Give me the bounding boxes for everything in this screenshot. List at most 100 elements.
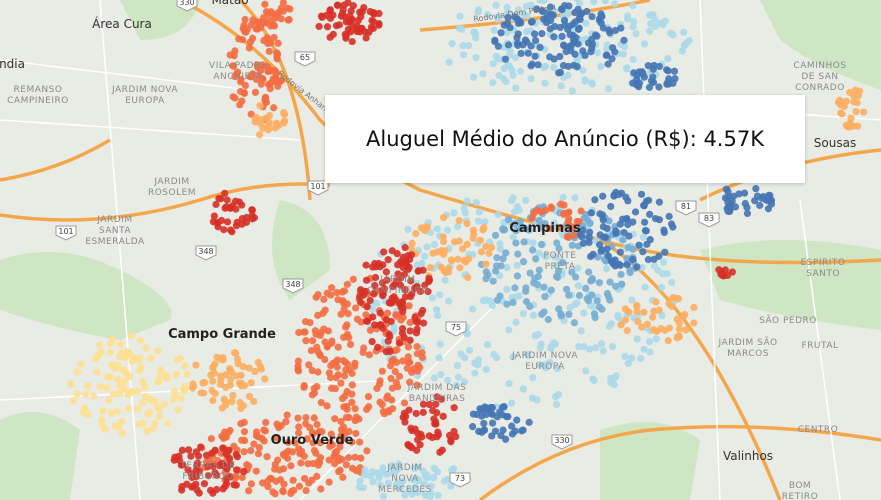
listing-dot [230,481,238,489]
listing-dot [228,398,236,406]
listing-dot [554,390,563,399]
listing-dot [450,238,459,246]
listing-dot [398,478,406,486]
listing-dot [387,374,395,383]
listing-dot [728,268,736,276]
listing-dot [516,217,524,226]
listing-dot [362,34,370,42]
listing-dot [113,407,121,416]
listing-dot [590,0,598,6]
listing-dot [125,372,134,381]
listing-dot [365,351,373,359]
listing-dot [400,270,409,279]
listing-dot [579,226,587,234]
listing-dot [261,375,269,383]
listing-dot [537,208,545,216]
listing-dot [90,392,98,400]
place-label: Área Cura [92,16,152,31]
place-label: JARDIM SANTA ESMERALDA [85,215,145,247]
listing-dot [575,218,583,226]
listing-dot [317,485,325,493]
listing-dot [487,403,495,412]
listing-dot [184,446,193,454]
listing-dot [620,36,628,44]
listing-dot [414,476,423,484]
road-shield: 101 [307,180,329,196]
listing-dot [353,27,361,36]
listing-dot [335,454,343,462]
listing-dot [255,131,264,139]
listing-dot [606,278,614,286]
listing-dot [345,413,353,422]
listing-dot [489,79,497,87]
listing-dot [134,387,142,396]
listing-dot [523,12,531,20]
label-line: RETIRO [782,492,818,500]
listing-dot [591,196,599,204]
listing-dot [605,217,613,225]
listing-dot [527,75,535,83]
listing-dot [506,23,514,32]
listing-dot [84,382,92,390]
listing-dot [502,249,510,257]
listing-dot [439,213,448,222]
listing-dot [628,296,636,304]
listing-dot [577,327,585,335]
listing-dot [376,321,385,330]
listing-dot [565,291,573,299]
road-shield: 73 [449,472,471,488]
shield-shape [551,434,573,450]
listing-dot [524,49,532,57]
listing-dot [423,243,431,251]
listing-dot [308,337,317,345]
listing-dot [469,234,477,242]
listing-dot [226,455,234,463]
listing-dot [520,238,528,246]
listing-dot [107,409,116,417]
listing-dot [565,310,573,318]
listing-dot [302,337,310,345]
listing-dot [280,109,288,117]
listing-dot [513,34,521,42]
listing-dot [371,321,379,329]
place-label: CAMINHOS DE SAN CONRADO [793,61,846,93]
listing-dot [386,362,395,370]
listing-dot [528,394,536,402]
listing-dot [678,47,686,55]
listing-dot [370,10,378,18]
label-line: SANTO [806,269,840,279]
listing-dot [604,85,613,93]
listing-dot [436,291,444,299]
listing-dot [276,476,285,484]
listing-dot [173,356,181,364]
listing-dot [401,293,410,301]
label-line: MERCEDES [378,485,432,495]
listing-dot [634,317,642,326]
listing-dot [546,3,555,11]
listing-dot [345,18,353,26]
place-label: Ouro Verde [271,433,354,448]
listing-dot [323,342,332,350]
listing-dot [230,442,238,450]
listing-dot [577,207,585,215]
listing-dot [719,271,727,280]
label-line: CONRADO [795,83,845,93]
listing-dot [513,272,522,280]
listing-dot [587,209,595,217]
place-label: Campo Grande [168,327,276,342]
listing-dot [241,436,249,445]
listing-dot [274,122,283,130]
label-line: PONTE [544,251,577,261]
listing-dot [587,79,596,87]
listing-dot [387,317,395,326]
listing-dot [413,342,421,351]
label-line: JARDIM [379,275,415,285]
listing-dot [652,298,660,306]
listing-dot [588,12,596,21]
listing-dot [378,367,386,375]
listing-dot [154,347,162,355]
listing-dot [610,374,618,382]
listing-dot [420,480,428,488]
listing-dot [406,336,414,344]
listing-dot [581,77,589,85]
